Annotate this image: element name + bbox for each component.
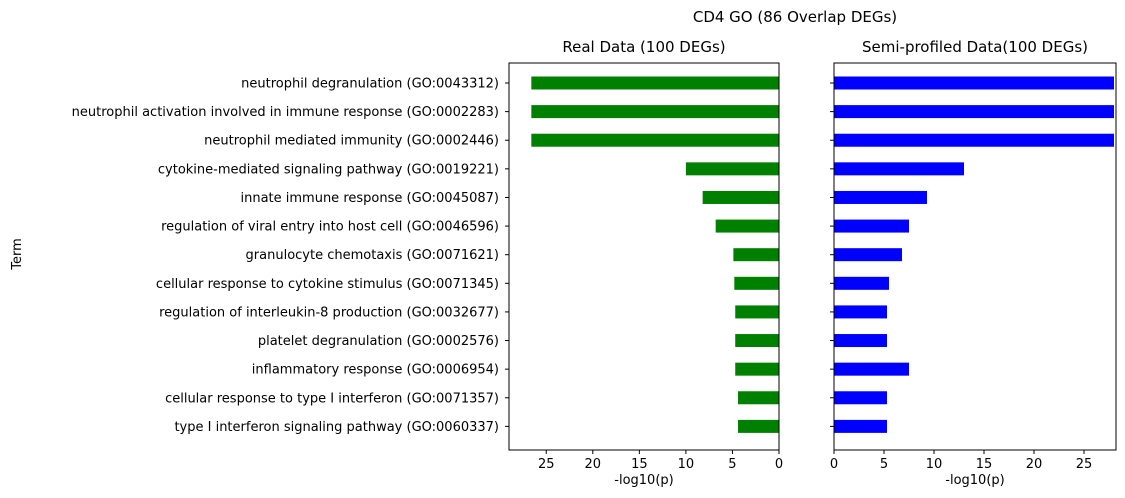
- x-tick-label: 15: [976, 457, 993, 472]
- term-label: regulation of interleukin-8 production (…: [159, 305, 499, 320]
- x-tick-label: 25: [538, 457, 555, 472]
- bar: [735, 305, 779, 319]
- panel-real-data: Real Data (100 DEGs) 25 20 15 10 5 0 -log10(p): [505, 38, 783, 488]
- bar: [738, 419, 779, 433]
- bar: [834, 419, 887, 433]
- term-label: neutrophil mediated immunity (GO:0002446…: [204, 134, 499, 149]
- term-label: inflammatory response (GO:0006954): [252, 363, 499, 378]
- bar: [834, 133, 1114, 147]
- axes-frame: [508, 62, 780, 451]
- bar: [834, 219, 909, 233]
- bar: [702, 190, 779, 204]
- x-tick-label: 5: [728, 457, 736, 472]
- bar: [531, 76, 779, 90]
- bar: [735, 334, 779, 348]
- x-tick-label: 5: [880, 457, 888, 472]
- bar: [834, 248, 902, 262]
- bar: [685, 162, 779, 176]
- bar: [834, 362, 909, 376]
- x-tick-label: 20: [1026, 457, 1043, 472]
- term-label: regulation of viral entry into host cell…: [161, 220, 499, 235]
- x-tick-label: 20: [585, 457, 602, 472]
- x-tick-label: 0: [775, 457, 783, 472]
- term-label: cellular response to cytokine stimulus (…: [156, 277, 499, 292]
- x-axis-label: -log10(p): [614, 473, 673, 488]
- bar: [734, 276, 779, 290]
- bar: [733, 248, 779, 262]
- bar: [531, 133, 779, 147]
- bar: [531, 105, 779, 119]
- axes-frame: [833, 62, 1117, 451]
- term-label: innate immune response (GO:0045087): [240, 191, 499, 206]
- y-axis-label: Term: [10, 238, 25, 271]
- x-tick-label: 25: [1076, 457, 1093, 472]
- x-tick-label: 0: [830, 457, 838, 472]
- bar: [735, 362, 779, 376]
- bar: [715, 219, 779, 233]
- term-label: neutrophil activation involved in immune…: [72, 105, 499, 120]
- bar: [834, 334, 887, 348]
- bar: [738, 391, 779, 405]
- bar: [834, 162, 964, 176]
- panel-title: Semi-profiled Data(100 DEGs): [862, 38, 1088, 56]
- term-label: cellular response to type I interferon (…: [165, 391, 499, 406]
- bar: [834, 105, 1114, 119]
- bar: [834, 190, 927, 204]
- x-tick-label: 10: [926, 457, 943, 472]
- term-label: platelet degranulation (GO:0002576): [258, 334, 499, 349]
- term-labels: neutrophil degranulation (GO:0043312) neu…: [72, 77, 499, 435]
- bar: [834, 76, 1114, 90]
- x-tick-label: 15: [631, 457, 648, 472]
- figure-suptitle: CD4 GO (86 Overlap DEGs): [693, 8, 897, 26]
- term-label: granulocyte chemotaxis (GO:0071621): [246, 248, 499, 263]
- term-label: neutrophil degranulation (GO:0043312): [241, 77, 499, 92]
- panel-title: Real Data (100 DEGs): [562, 38, 725, 56]
- x-tick-label: 10: [678, 457, 695, 472]
- term-label: cytokine-mediated signaling pathway (GO:…: [158, 162, 499, 177]
- x-axis-label: -log10(p): [945, 473, 1004, 488]
- bar: [834, 276, 889, 290]
- term-label: type I interferon signaling pathway (GO:…: [174, 420, 499, 435]
- panel-semi-profiled-data: Semi-profiled Data(100 DEGs) 0 5 10 15 20 25 -l…: [830, 38, 1117, 488]
- bar: [834, 305, 887, 319]
- bar: [834, 391, 887, 405]
